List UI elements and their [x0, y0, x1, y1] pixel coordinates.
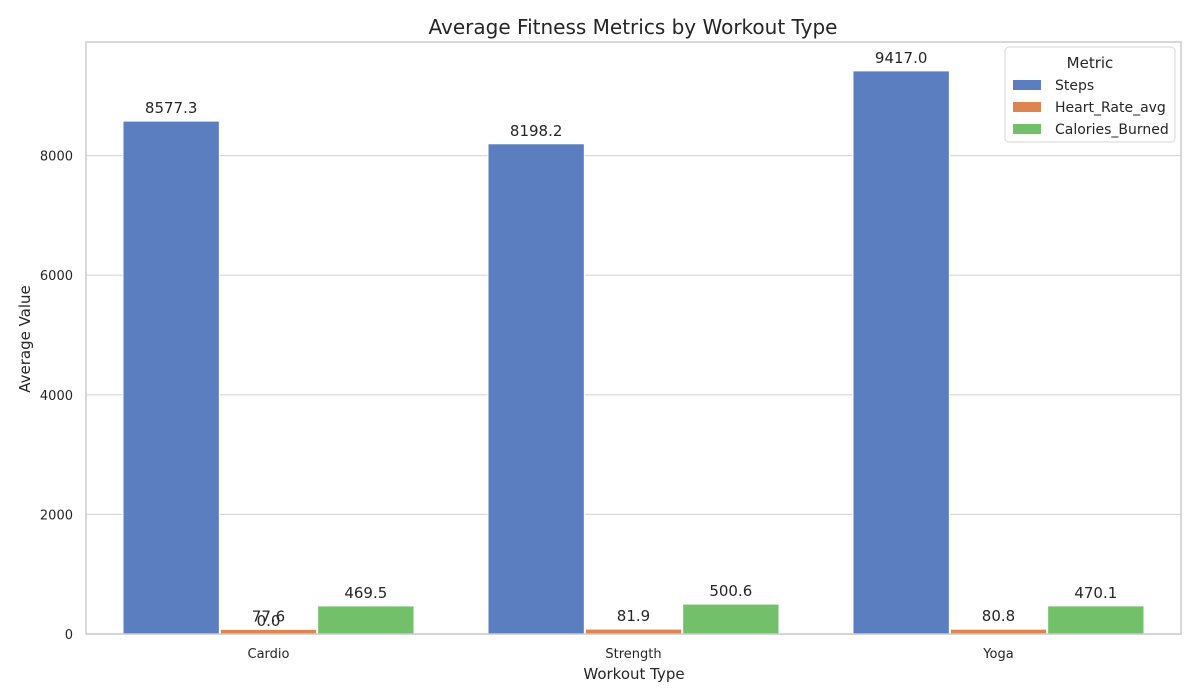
bars	[122, 70, 1145, 635]
plot-frame	[85, 41, 1182, 635]
bar-calories-burned-yoga	[1047, 605, 1145, 635]
legend-swatch	[1013, 124, 1041, 134]
data-label: 8198.2	[510, 122, 563, 140]
x-tick-label: Strength	[605, 647, 661, 662]
legend-swatch	[1013, 102, 1041, 112]
legend-box	[1004, 46, 1176, 143]
bar-steps-yoga	[852, 70, 950, 635]
legend-label: Calories_Burned	[1055, 122, 1169, 138]
y-tick-label: 8000	[40, 150, 73, 165]
x-tick-label: Cardio	[248, 647, 290, 662]
data-label: 500.6	[709, 582, 752, 600]
axis-ticks: 0 2000 4000 6000 8000 Cardio Strength Yoga	[40, 150, 1014, 662]
y-axis-label: Average Value	[16, 285, 34, 393]
legend-label: Steps	[1055, 78, 1094, 94]
data-label: 9417.0	[875, 49, 928, 67]
x-tick-label: Yoga	[982, 647, 1013, 662]
data-label: 81.9	[617, 607, 650, 625]
bar-calories-burned-strength	[682, 603, 780, 635]
y-tick-label: 0	[65, 628, 73, 643]
legend: Metric Steps Heart_Rate_avg Calories_Burne…	[1004, 46, 1176, 143]
bar-calories-burned-cardio	[317, 605, 415, 635]
x-axis-label: Workout Type	[583, 665, 684, 683]
data-labels: 8577.3 77.6 469.5 8198.2 81.9 500.6 9417.0 80.8…	[145, 49, 1117, 630]
data-label: 470.1	[1074, 584, 1117, 602]
legend-label: Heart_Rate_avg	[1055, 100, 1166, 116]
data-label: 77.6	[252, 607, 285, 625]
bar-steps-cardio	[122, 120, 220, 635]
data-label-extra: 0.0	[257, 612, 281, 630]
data-label: 8577.3	[145, 99, 198, 117]
bar-steps-strength	[487, 143, 585, 635]
y-tick-label: 6000	[40, 269, 73, 284]
y-tick-label: 4000	[40, 389, 73, 404]
data-label: 80.8	[982, 607, 1015, 625]
chart-title: Average Fitness Metrics by Workout Type	[429, 15, 838, 39]
y-tick-label: 2000	[40, 508, 73, 523]
data-label: 469.5	[344, 584, 387, 602]
legend-items: Steps Heart_Rate_avg Calories_Burned	[1013, 78, 1169, 138]
legend-swatch	[1013, 80, 1041, 90]
legend-title: Metric	[1067, 54, 1114, 72]
